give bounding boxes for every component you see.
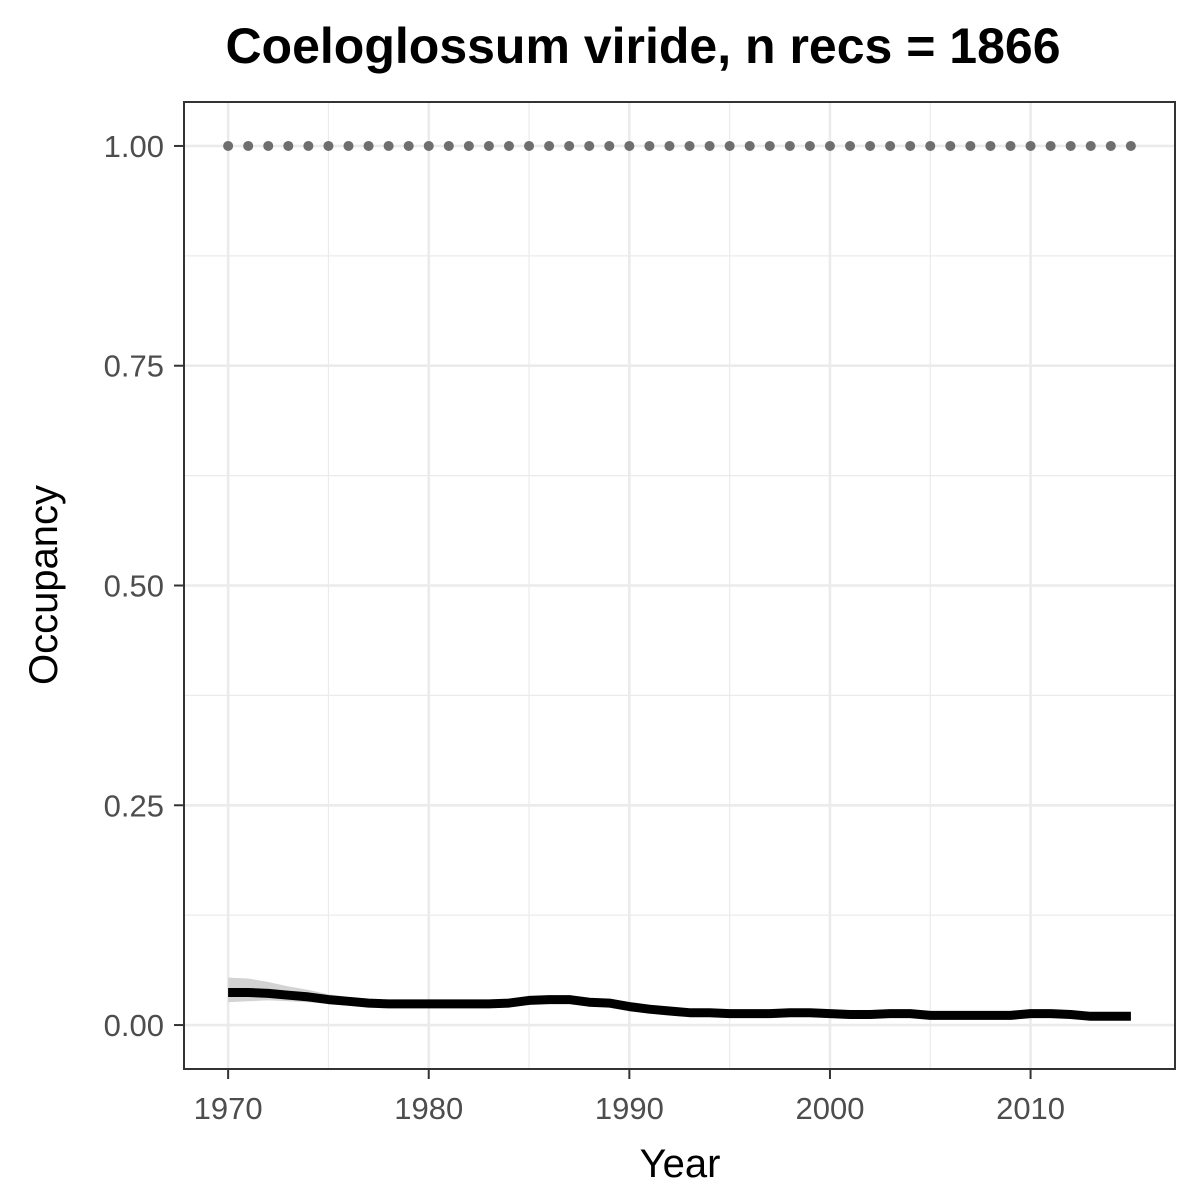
data-point — [885, 140, 896, 151]
data-point — [764, 140, 775, 151]
data-point — [845, 140, 856, 151]
x-tick-label: 2010 — [996, 1091, 1065, 1126]
data-point — [744, 140, 755, 151]
data-point — [544, 140, 555, 151]
data-point — [1105, 140, 1116, 151]
x-axis-title: Year — [640, 1142, 721, 1186]
data-point — [985, 140, 996, 151]
x-tick-label: 1980 — [394, 1091, 463, 1126]
plot-panel — [183, 101, 1176, 1070]
data-point — [804, 140, 815, 151]
data-point — [303, 140, 314, 151]
data-point — [1085, 140, 1096, 151]
data-point — [644, 140, 655, 151]
y-tick-label: 0.00 — [104, 1008, 164, 1043]
chart-title: Coeloglossum viride, n recs = 1866 — [225, 18, 1060, 74]
data-point — [945, 140, 956, 151]
x-tick-label: 1990 — [595, 1091, 664, 1126]
data-point — [604, 140, 615, 151]
y-axis: 0.00 0.25 0.50 0.75 1.00 — [104, 129, 184, 1043]
data-point — [383, 140, 394, 151]
data-point — [1005, 140, 1016, 151]
data-point — [403, 140, 414, 151]
data-point — [824, 140, 835, 151]
data-point — [263, 140, 274, 151]
data-point — [423, 140, 434, 151]
x-axis: 1970 1980 1990 2000 2010 — [194, 1069, 1065, 1126]
data-point — [463, 140, 474, 151]
occupancy-trend-line — [228, 988, 1131, 1021]
data-point — [1045, 140, 1056, 151]
data-point — [1065, 140, 1076, 151]
y-tick-label: 0.25 — [104, 788, 164, 823]
y-axis-title: Occupancy — [22, 485, 66, 685]
data-point — [564, 140, 575, 151]
data-point — [343, 140, 354, 151]
data-point — [1025, 140, 1036, 151]
data-point — [905, 140, 916, 151]
data-point — [704, 140, 715, 151]
data-point — [1125, 140, 1136, 151]
data-point — [524, 140, 535, 151]
y-tick-label: 1.00 — [104, 129, 164, 164]
data-point — [684, 140, 695, 151]
data-point — [664, 140, 675, 151]
data-point — [223, 140, 234, 151]
data-point — [584, 140, 595, 151]
data-point — [865, 140, 876, 151]
y-tick-label: 0.50 — [104, 569, 164, 604]
x-tick-label: 2000 — [795, 1091, 864, 1126]
data-point — [283, 140, 294, 151]
data-point — [243, 140, 254, 151]
data-point — [483, 140, 494, 151]
data-point — [443, 140, 454, 151]
data-points — [223, 140, 1136, 151]
y-tick-label: 0.75 — [104, 349, 164, 384]
data-point — [965, 140, 976, 151]
x-tick-label: 1970 — [194, 1091, 263, 1126]
data-point — [724, 140, 735, 151]
data-point — [363, 140, 374, 151]
data-point — [624, 140, 635, 151]
data-point — [925, 140, 936, 151]
data-point — [503, 140, 514, 151]
data-point — [784, 140, 795, 151]
data-point — [323, 140, 334, 151]
